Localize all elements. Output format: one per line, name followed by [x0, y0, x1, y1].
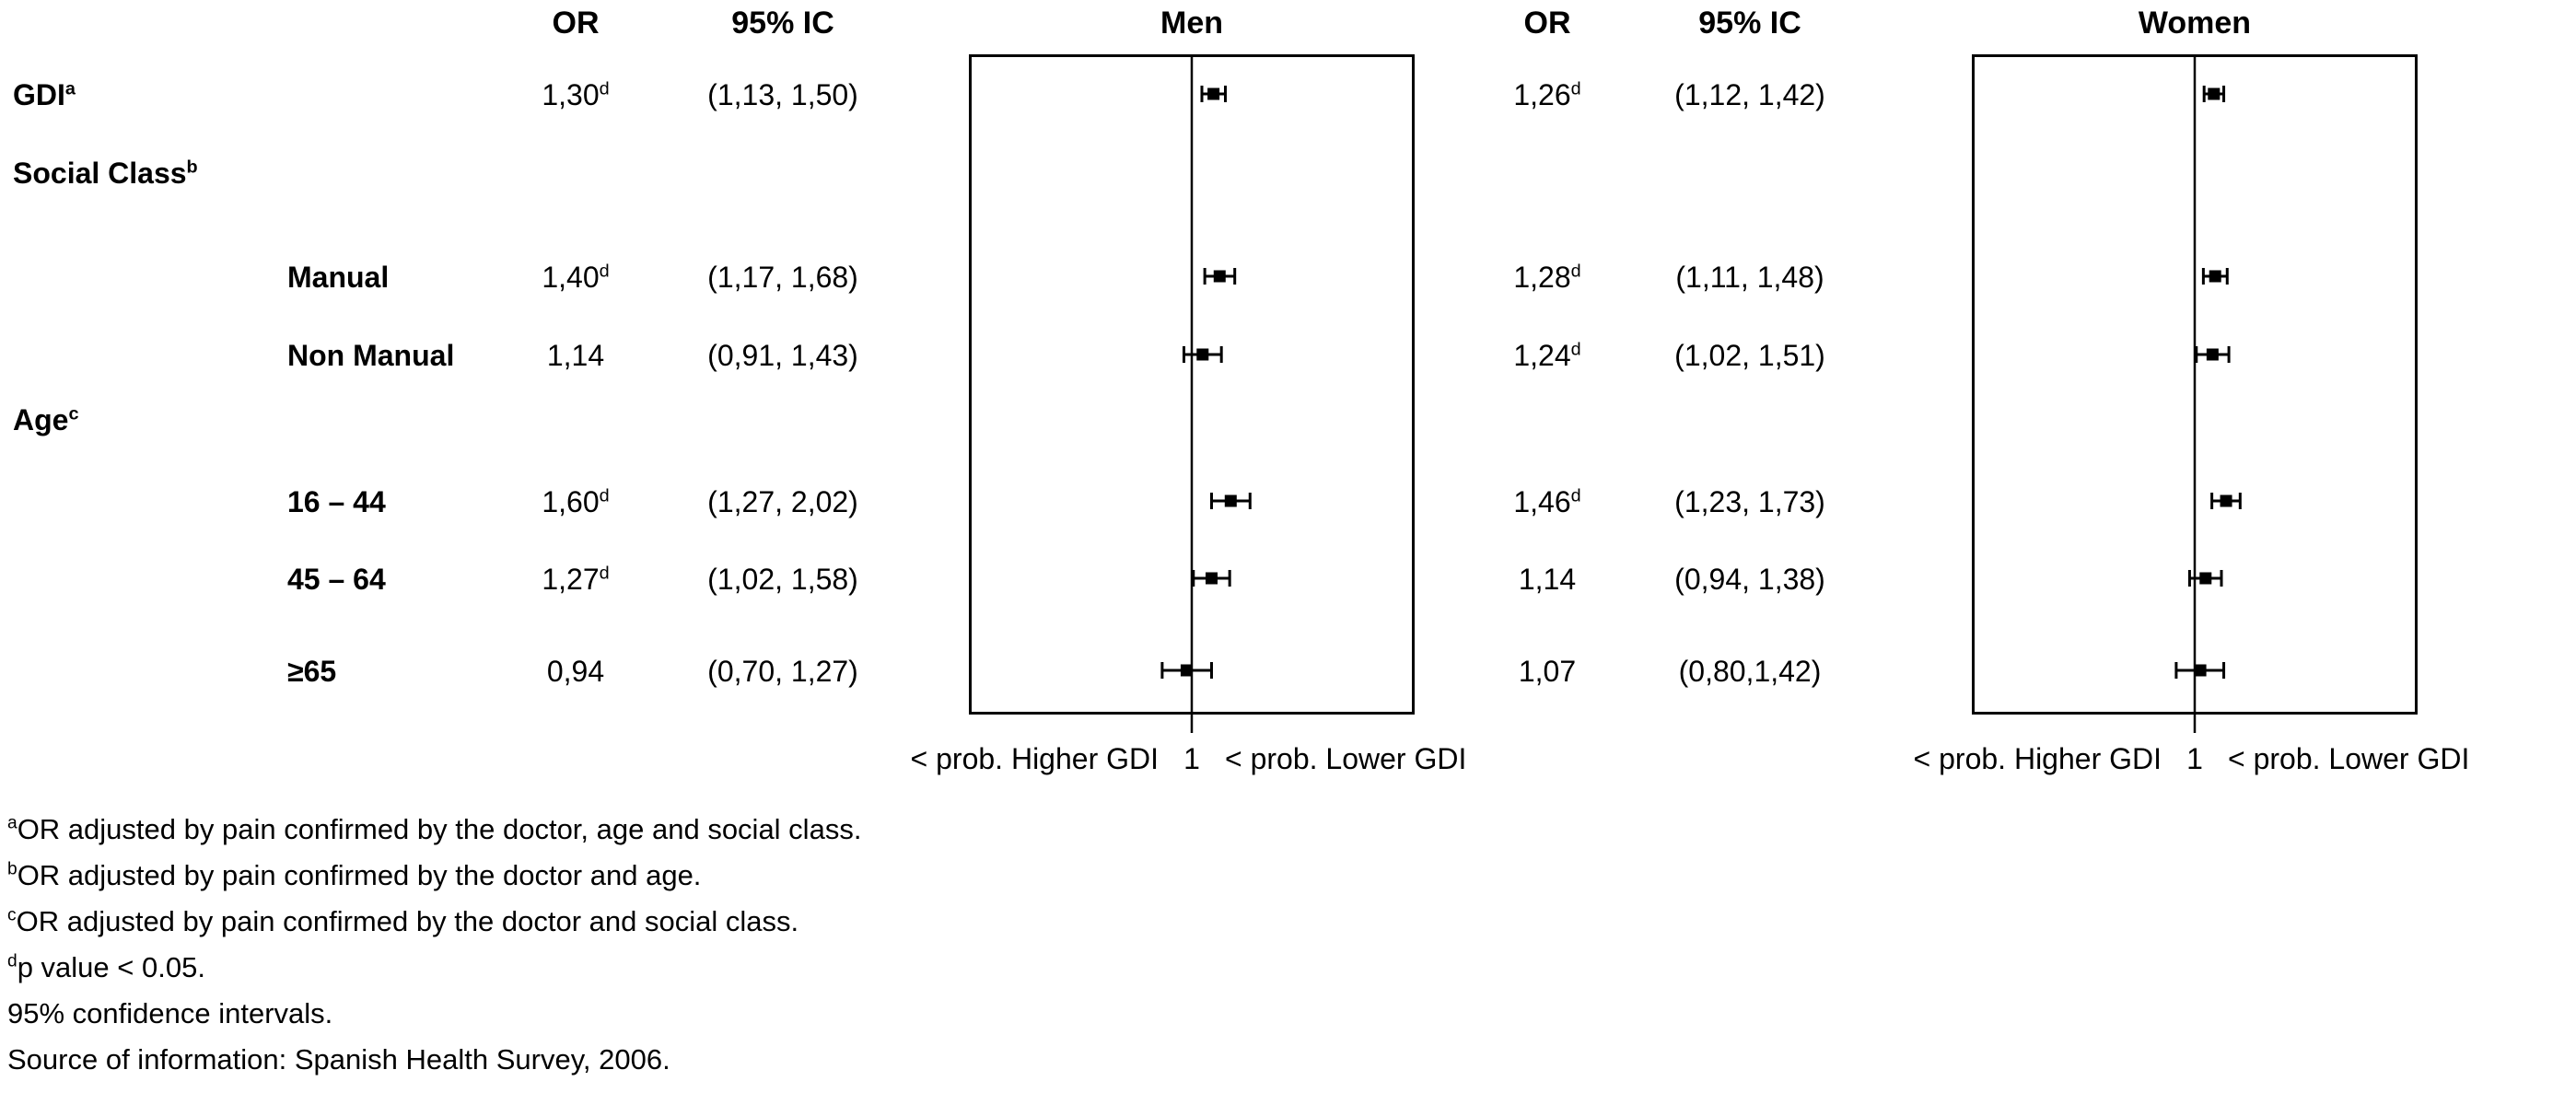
footnote-b: bOR adjusted by pain confirmed by the do…	[7, 859, 702, 891]
men-ci-value: (0,70, 1,27)	[707, 655, 858, 688]
men-panel-title: Men	[1160, 6, 1223, 41]
women-ci-value: (1,02, 1,51)	[1674, 339, 1825, 372]
men-ci-value: (0,91, 1,43)	[707, 339, 858, 372]
women-or-header: OR	[1523, 6, 1571, 41]
row-label: ≥65	[287, 655, 337, 688]
footnote-a: aOR adjusted by pain confirmed by the do…	[7, 813, 862, 845]
women-or-value: 1,14	[1518, 563, 1577, 596]
men-ci-header: 95% IC	[731, 6, 834, 41]
men-or-header: OR	[552, 6, 600, 41]
men-axis-label-left: < prob. Higher GDI	[910, 742, 1159, 775]
women-axis-ref-tick: 1	[2186, 742, 2203, 775]
table-row-45-64: 45 – 64 1,27d (1,02, 1,58) 1,14 (0,94, 1…	[0, 558, 2576, 600]
table-row-age: Agec	[0, 399, 2576, 441]
women-axis-label-left: < prob. Higher GDI	[1913, 742, 2162, 775]
women-ci-header: 95% IC	[1698, 6, 1801, 41]
men-or-value: 1,40d	[542, 261, 610, 294]
footnote-source: Source of information: Spanish Health Su…	[7, 1043, 670, 1076]
women-panel-title: Women	[2138, 6, 2252, 41]
men-or-value: 1,30d	[542, 78, 610, 111]
women-ci-value: (0,94, 1,38)	[1674, 563, 1825, 596]
row-label: GDIa	[13, 78, 76, 111]
women-or-value: 1,28d	[1513, 261, 1581, 294]
women-or-value: 1,26d	[1513, 78, 1581, 111]
footnotes: aOR adjusted by pain confirmed by the do…	[7, 807, 861, 1083]
table-row-65-plus: ≥65 0,94 (0,70, 1,27) 1,07 (0,80,1,42)	[0, 650, 2576, 692]
women-ci-value: (1,12, 1,42)	[1674, 78, 1825, 111]
table-row-gdi: GDIa 1,30d (1,13, 1,50) 1,26d (1,12, 1,4…	[0, 74, 2576, 116]
men-ci-value: (1,13, 1,50)	[707, 78, 858, 111]
footnote-d: dp value < 0.05.	[7, 951, 205, 983]
men-ci-value: (1,27, 2,02)	[707, 485, 858, 518]
footnote-ci: 95% confidence intervals.	[7, 997, 333, 1029]
table-row-manual: Manual 1,40d (1,17, 1,68) 1,28d (1,11, 1…	[0, 256, 2576, 298]
men-or-value: 0,94	[546, 655, 605, 688]
women-or-value: 1,24d	[1513, 339, 1581, 372]
men-or-value: 1,27d	[542, 563, 610, 596]
women-axis-label-right: < prob. Lower GDI	[2228, 742, 2470, 775]
men-or-value: 1,60d	[542, 485, 610, 518]
row-label: Social Classb	[13, 157, 198, 190]
row-label: Non Manual	[287, 339, 455, 372]
row-label: 45 – 64	[287, 563, 386, 596]
men-axis-ref-tick: 1	[1183, 742, 1200, 775]
women-or-value: 1,07	[1518, 655, 1577, 688]
women-ci-value: (0,80,1,42)	[1678, 655, 1822, 688]
row-label: 16 – 44	[287, 485, 386, 518]
women-or-value: 1,46d	[1513, 485, 1581, 518]
forest-plot-men	[969, 54, 1415, 733]
row-label: Agec	[13, 403, 79, 436]
table-row-16-44: 16 – 44 1,60d (1,27, 2,02) 1,46d (1,23, …	[0, 481, 2576, 523]
men-or-value: 1,14	[546, 339, 605, 372]
table-row-non-manual: Non Manual 1,14 (0,91, 1,43) 1,24d (1,02…	[0, 334, 2576, 377]
forest-plot-women	[1972, 54, 2418, 733]
men-ci-value: (1,17, 1,68)	[707, 261, 858, 294]
women-ci-value: (1,23, 1,73)	[1674, 485, 1825, 518]
women-ci-value: (1,11, 1,48)	[1675, 261, 1824, 294]
row-label: Manual	[287, 261, 390, 294]
table-row-social-class: Social Classb	[0, 152, 2576, 194]
men-ci-value: (1,02, 1,58)	[707, 563, 858, 596]
men-axis-label-right: < prob. Lower GDI	[1225, 742, 1467, 775]
footnote-c: cOR adjusted by pain confirmed by the do…	[7, 905, 799, 937]
